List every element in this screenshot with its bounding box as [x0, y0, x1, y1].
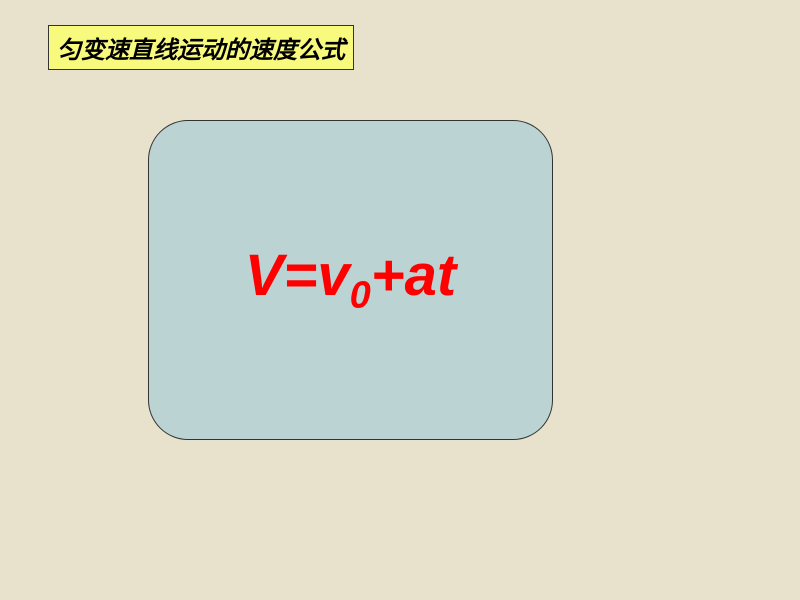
velocity-formula: V=v0+at [245, 242, 456, 318]
formula-subscript: 0 [350, 275, 371, 317]
title-box: 匀变速直线运动的速度公式 [48, 25, 354, 70]
formula-box: V=v0+at [148, 120, 553, 440]
formula-part1: V=v [245, 243, 350, 308]
formula-part2: +at [371, 243, 456, 308]
title-text: 匀变速直线运动的速度公式 [57, 38, 345, 64]
